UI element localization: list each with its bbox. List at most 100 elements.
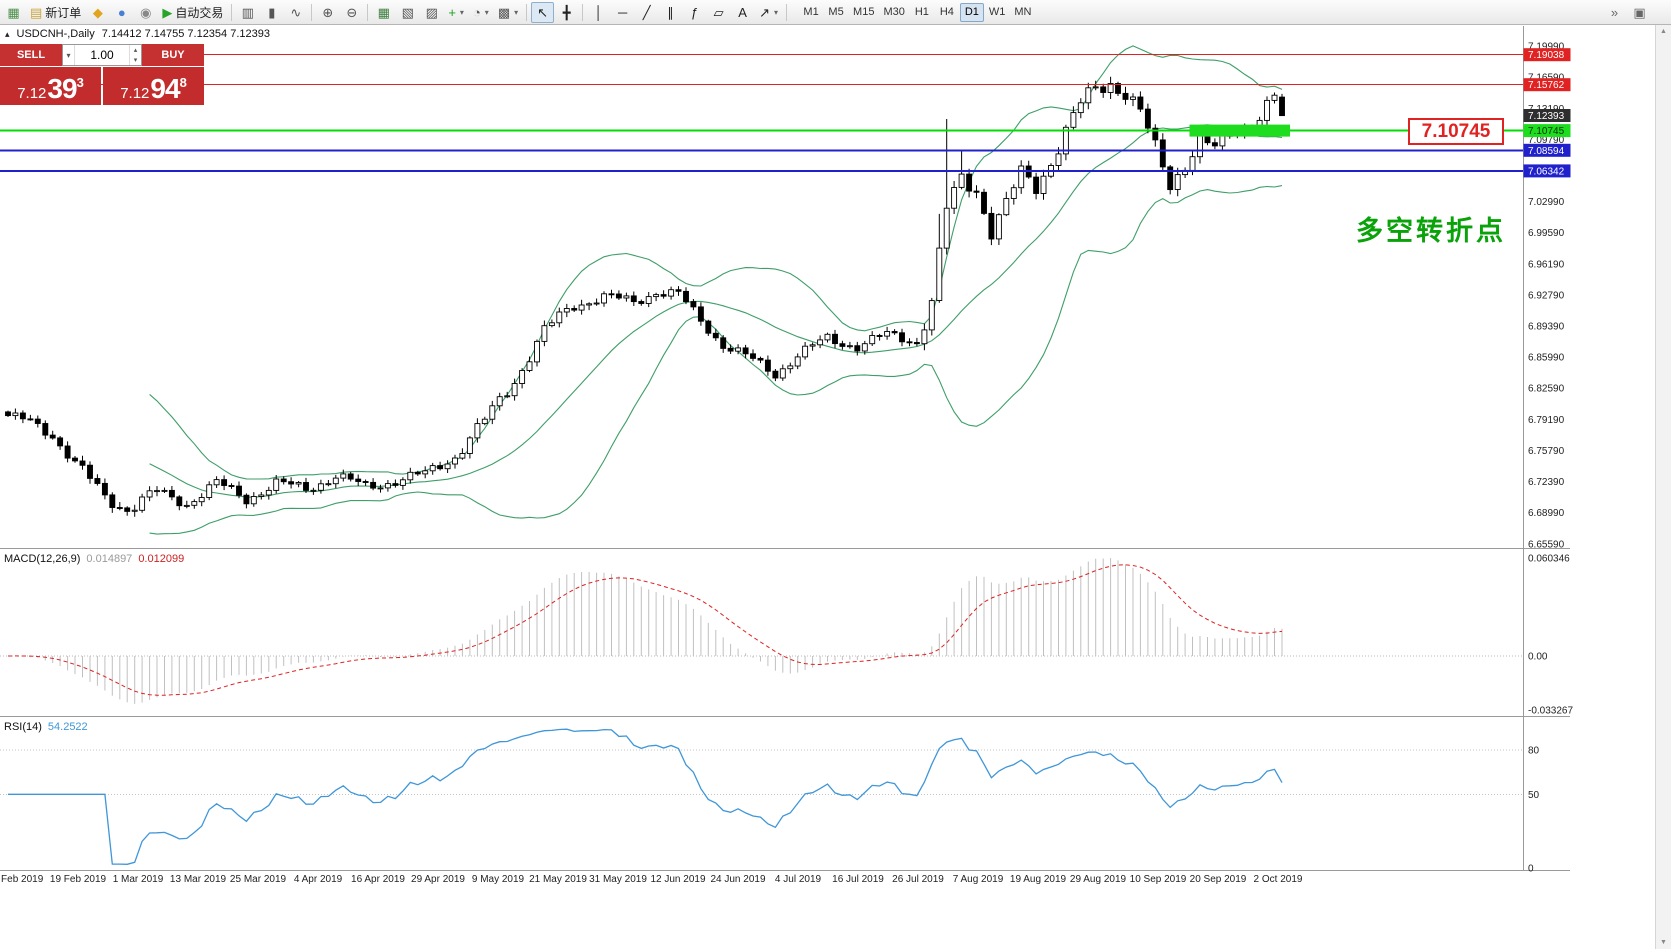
timeframe-m1-button[interactable]: M1 (803, 6, 819, 18)
arrows-button-caret-icon[interactable]: ▾ (774, 7, 779, 17)
chart-collapse-icon[interactable]: ▴ (5, 28, 10, 39)
svg-text:6.96190: 6.96190 (1528, 259, 1565, 270)
macd-indicator-label: MACD(12,26,9) 0.014897 0.012099 (4, 553, 184, 565)
timeframe-h4-button[interactable]: H4 (939, 6, 954, 18)
level-price-badge: 7.08594 (1523, 143, 1571, 157)
toolbar-overflow-icon-glyph: » (1610, 4, 1619, 20)
cursor-button[interactable]: ↖ (531, 1, 555, 23)
horizontal-line-button[interactable]: ─ (611, 2, 634, 23)
templates-button[interactable]: ▩ ▾ (494, 2, 522, 23)
scroll-down-button[interactable]: ▼ (1660, 939, 1667, 946)
horizontal-line-button-glyph: ─ (618, 4, 628, 20)
volume-box[interactable]: ▾ 1.00 ▴ ▾ (62, 44, 142, 66)
fibonacci-button[interactable]: ƒ (683, 2, 706, 23)
arrows-button[interactable]: ↗ ▾ (755, 2, 782, 23)
svg-text:0: 0 (1528, 864, 1534, 875)
current-price-badge: 7.12393 (1523, 109, 1571, 122)
svg-text:13 Mar 2019: 13 Mar 2019 (170, 874, 227, 885)
autotrading-button-label: 自动交易 (175, 5, 224, 20)
zoom-in-icon-glyph: ⊕ (322, 4, 334, 20)
autotrading-button[interactable]: ▶ 自动交易 (158, 2, 227, 23)
support-zone-highlight[interactable] (1189, 124, 1291, 137)
timeframe-m30-button[interactable]: M30 (883, 6, 905, 18)
channel-button[interactable]: ∥ (659, 2, 682, 23)
svg-text:6.75790: 6.75790 (1528, 446, 1565, 457)
cascade-windows-icon-glyph: ▧ (401, 4, 414, 20)
community-icon-glyph: ● (117, 4, 126, 20)
svg-text:7 Aug 2019: 7 Aug 2019 (953, 874, 1004, 885)
toolbar-overflow-icon[interactable]: » (1603, 2, 1626, 23)
timeframe-w1-button[interactable]: W1 (988, 6, 1006, 18)
level-price-badge: 7.10745 (1523, 124, 1571, 138)
line-chart-icon-glyph: ∿ (290, 4, 302, 20)
vertical-line-button[interactable]: │ (587, 2, 610, 23)
zoom-in-icon[interactable]: ⊕ (316, 2, 339, 23)
svg-text:6.85990: 6.85990 (1528, 353, 1565, 364)
buy-price-button[interactable]: 7.12 94 8 (103, 67, 204, 105)
timeframe-h1-button[interactable]: H1 (914, 6, 929, 18)
svg-text:6.79190: 6.79190 (1528, 415, 1565, 426)
toolbar-separator (526, 3, 528, 21)
periods-button[interactable]: ◔ ▾ (469, 2, 493, 23)
price-axis: 7.199907.165907.131907.097907.063907.029… (1523, 26, 1571, 871)
svg-text:80: 80 (1528, 746, 1540, 757)
volume-down-icon[interactable]: ▾ (133, 57, 138, 64)
indicators-button[interactable]: + ▾ (444, 2, 468, 23)
trendline-button[interactable]: ╱ (635, 2, 658, 23)
symbol-period-text: USDCNH-,Daily (16, 28, 95, 40)
svg-text:31 May 2019: 31 May 2019 (589, 874, 647, 885)
crosshair-button[interactable]: ╋ (555, 2, 578, 23)
svg-text:6.99590: 6.99590 (1528, 228, 1565, 239)
quotes-window-icon[interactable]: ◆ (86, 2, 109, 23)
svg-text:0.00: 0.00 (1528, 652, 1548, 663)
timeframe-d1-button[interactable]: D1 (959, 2, 984, 22)
timeframe-mn-button[interactable]: MN (1014, 6, 1032, 18)
timeframe-m15-button[interactable]: M15 (853, 6, 875, 18)
shapes-button[interactable]: ▱ (707, 2, 730, 23)
rsi-name: RSI(14) (4, 721, 42, 733)
toolbar-separator (786, 3, 788, 21)
fibonacci-button-glyph: ƒ (691, 4, 699, 20)
volume-value[interactable]: 1.00 (90, 48, 114, 62)
new-chart-icon[interactable]: ▦ (2, 2, 25, 23)
sell-price-base: 7.12 (17, 85, 47, 102)
zoom-out-icon[interactable]: ⊖ (340, 2, 363, 23)
buy-button[interactable]: BUY (142, 44, 204, 66)
cascade-windows-icon[interactable]: ▧ (396, 2, 419, 23)
svg-text:1 Feb 2019: 1 Feb 2019 (0, 874, 44, 885)
community-icon[interactable]: ● (110, 2, 133, 23)
bar-chart-icon[interactable]: ▥ (236, 2, 259, 23)
timeframe-m5-button[interactable]: M5 (828, 6, 844, 18)
chart-window[interactable]: 7.199907.165907.131907.097907.063907.029… (0, 25, 1671, 949)
sell-button[interactable]: SELL (0, 44, 62, 66)
price-level-label[interactable]: 7.10745 (1408, 118, 1504, 145)
line-chart-icon[interactable]: ∿ (284, 2, 307, 23)
volume-up-icon[interactable]: ▴ (133, 47, 138, 54)
horizontal-levels[interactable] (0, 54, 1524, 172)
svg-text:4 Jul 2019: 4 Jul 2019 (775, 874, 822, 885)
candles (5, 76, 1285, 517)
volume-stepper[interactable]: ▴ ▾ (129, 45, 141, 65)
templates-button-caret-icon[interactable]: ▾ (514, 7, 519, 17)
vertical-scrollbar[interactable]: ▲ ▼ (1655, 25, 1671, 949)
svg-text:7.02990: 7.02990 (1528, 197, 1565, 208)
text-button[interactable]: A (731, 2, 754, 23)
workspace-icon[interactable]: ▣ (1628, 2, 1651, 23)
svg-text:20 Sep 2019: 20 Sep 2019 (1190, 874, 1247, 885)
candlestick-chart-icon[interactable]: ▮ (260, 2, 283, 23)
svg-text:7.19990: 7.19990 (1528, 42, 1565, 53)
svg-text:1 Mar 2019: 1 Mar 2019 (113, 874, 164, 885)
periods-button-caret-icon[interactable]: ▾ (484, 7, 489, 17)
arrange-windows-icon[interactable]: ▨ (420, 2, 443, 23)
svg-text:25 Mar 2019: 25 Mar 2019 (230, 874, 287, 885)
volume-dropdown-icon[interactable]: ▾ (63, 45, 75, 65)
info-icon[interactable]: ◉ (134, 2, 157, 23)
svg-text:6.68990: 6.68990 (1528, 508, 1565, 519)
tile-windows-icon[interactable]: ▦ (372, 2, 395, 23)
scroll-up-button[interactable]: ▲ (1660, 28, 1667, 35)
indicators-button-caret-icon[interactable]: ▾ (459, 7, 464, 17)
new-order-button[interactable]: ▤ 新订单 (26, 2, 85, 23)
sell-price-button[interactable]: 7.12 39 3 (0, 67, 101, 105)
svg-text:7.06342: 7.06342 (1528, 166, 1565, 177)
price-chart[interactable]: 7.199907.165907.131907.097907.063907.029… (0, 25, 1671, 949)
